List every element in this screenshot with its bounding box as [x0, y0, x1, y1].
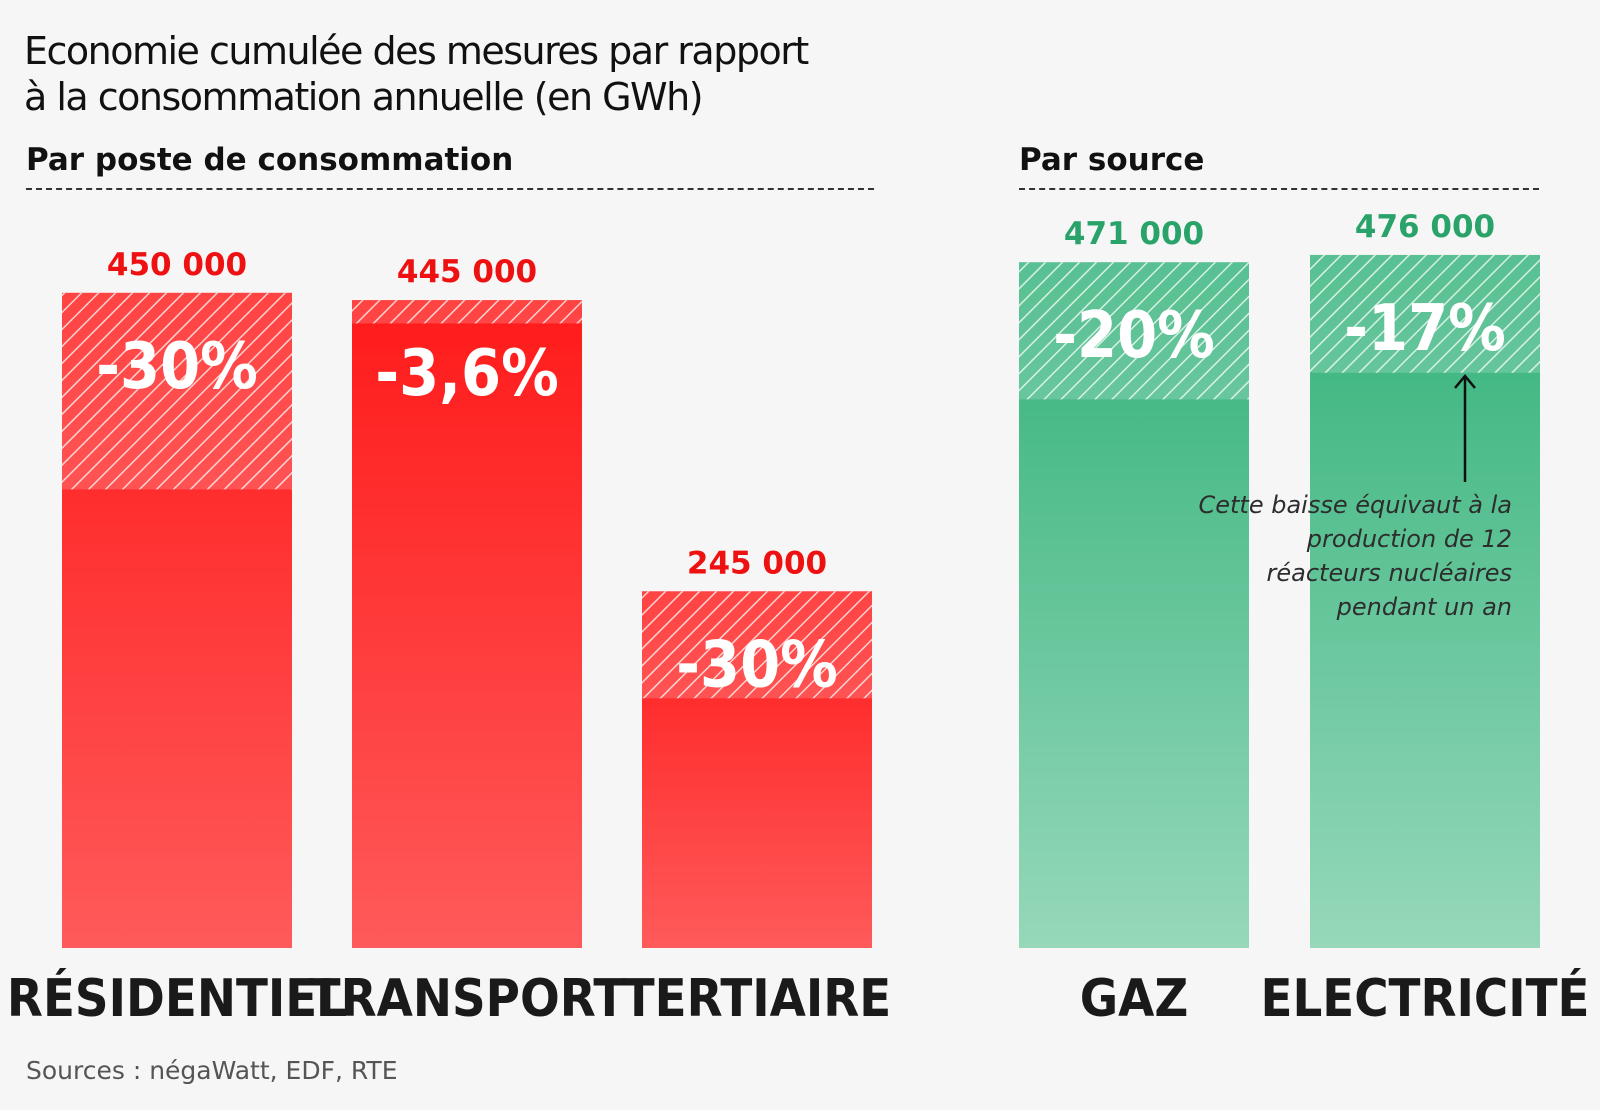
bar-savings-transport — [352, 300, 582, 324]
bar-savings-label: -30% — [676, 628, 838, 702]
bar-savings-electricite — [1310, 254, 1540, 373]
chart-title-line-2: à la consommation annuelle (en GWh) — [24, 75, 704, 119]
bar-savings-gaz — [1019, 262, 1249, 400]
bar-savings-label: -17% — [1344, 292, 1506, 366]
category-label: TRANSPORT — [309, 969, 626, 1029]
bar-group-tertiaire: 245 000 -30% TERTIAIRE — [623, 545, 891, 1029]
category-label: ELECTRICITÉ — [1260, 968, 1589, 1029]
bar-savings-label: -3,6% — [375, 337, 559, 411]
section-heading-by-use: Par poste de consommation — [26, 142, 874, 190]
source-note: Sources : négaWatt, EDF, RTE — [26, 1056, 398, 1085]
bar-value-label: 476 000 — [1355, 209, 1495, 245]
bar-group-electricite: 476 000 -17% ELECTRICITÉ — [1260, 209, 1589, 1029]
bar-value-label: 445 000 — [397, 254, 537, 290]
bar-savings-label: -30% — [96, 330, 258, 404]
bar-group-transport: 445 000 -3,6% TRANSPORT — [309, 254, 626, 1029]
bar-savings-label: -20% — [1053, 299, 1215, 373]
annotation-arrow-head — [1454, 374, 1476, 389]
chart-title-line-1: Economie cumulée des mesures par rapport — [24, 29, 809, 73]
bar-chart: 450 000 -30% RÉSIDENTIEL 445 000 -3,6% TRANSP… — [7, 209, 1590, 1029]
category-label: TERTIAIRE — [623, 969, 891, 1029]
bar-group-gaz: 471 000 -20% GAZ — [1019, 216, 1249, 1029]
bar-savings-tertiaire — [642, 591, 872, 699]
bar-group-residentiel: 450 000 -30% RÉSIDENTIEL — [7, 247, 347, 1029]
chart-title: Economie cumulée des mesures par rapport… — [24, 28, 1024, 120]
bar-transport — [352, 300, 582, 949]
annotation-text: Cette baisse équivaut à la production de… — [1198, 491, 1513, 621]
bar-savings-residentiel — [62, 292, 292, 490]
bar-value-label: 450 000 — [107, 247, 247, 283]
bar-value-label: 471 000 — [1064, 216, 1204, 252]
category-label: GAZ — [1080, 969, 1189, 1029]
bar-value-label: 245 000 — [687, 545, 827, 581]
category-label: RÉSIDENTIEL — [7, 968, 347, 1029]
section-heading-by-source: Par source — [1019, 142, 1539, 190]
annotation-arrow — [1454, 374, 1476, 482]
